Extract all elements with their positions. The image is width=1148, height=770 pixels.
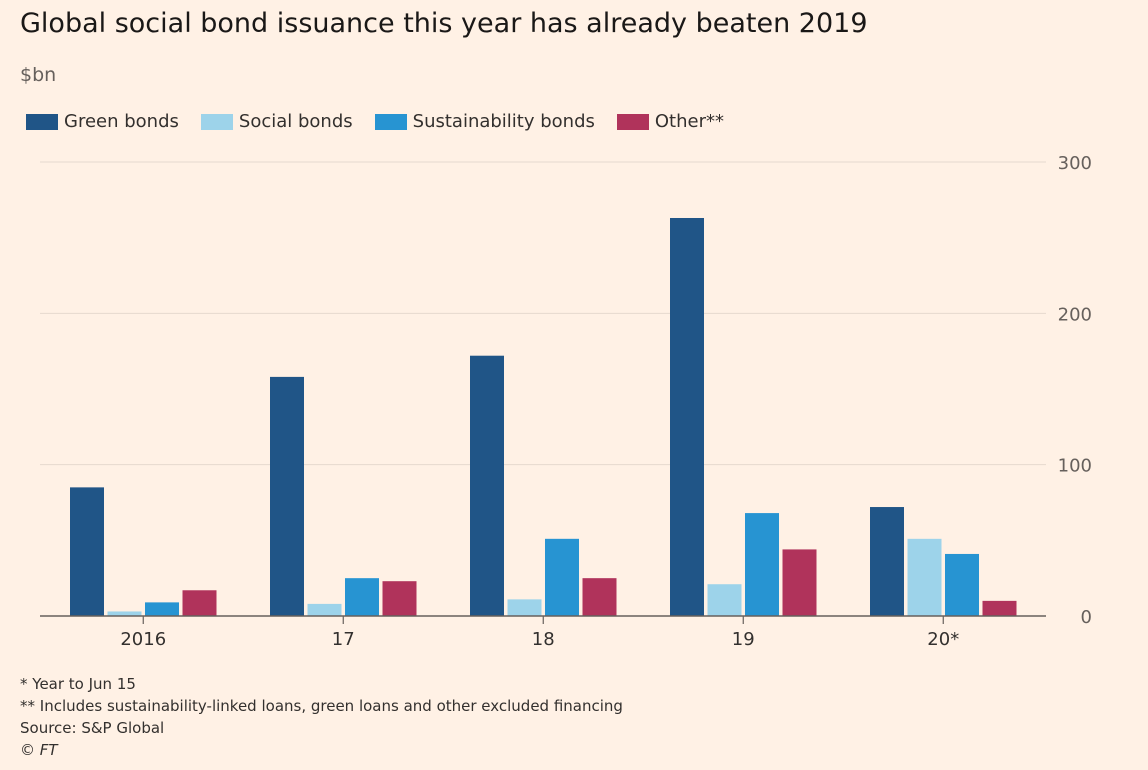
legend-swatch-sustainability-bonds bbox=[374, 113, 407, 130]
y-tick-label-0: 0 bbox=[1081, 607, 1092, 628]
bar-green-bonds-4 bbox=[870, 507, 904, 616]
bar-social-bonds-4 bbox=[907, 538, 942, 616]
legend-item-green-bonds: Green bonds bbox=[26, 111, 179, 132]
bar-sustainability-bonds-4 bbox=[945, 553, 979, 616]
bar-sustainability-bonds-0 bbox=[145, 602, 179, 616]
bar-other-2 bbox=[582, 578, 617, 616]
footnotes: * Year to Jun 15 ** Includes sustainabil… bbox=[20, 673, 623, 761]
legend-label-green-bonds: Green bonds bbox=[64, 111, 179, 132]
bar-social-bonds-1 bbox=[307, 603, 342, 616]
legend: Green bonds Social bonds Sustainability … bbox=[26, 111, 746, 132]
bar-sustainability-bonds-3 bbox=[745, 513, 779, 616]
source-note: Source: S&P Global bbox=[20, 719, 165, 737]
chart-title: Global social bond issuance this year ha… bbox=[20, 8, 868, 39]
x-tick-label-2: 18 bbox=[532, 629, 555, 650]
legend-swatch-green-bonds bbox=[26, 113, 58, 130]
unit-label: $bn bbox=[20, 64, 57, 86]
x-tick-label-1: 17 bbox=[332, 629, 355, 650]
bar-green-bonds-3 bbox=[670, 217, 704, 616]
bar-social-bonds-2 bbox=[507, 599, 542, 616]
legend-swatch-other bbox=[616, 113, 649, 130]
footnote-year-to-date: * Year to Jun 15 bbox=[20, 675, 136, 693]
legend-item-sustainability-bonds: Sustainability bonds bbox=[374, 111, 595, 132]
x-tick-label-4: 20* bbox=[927, 629, 959, 650]
bar-chart-svg: 0 100 200 300 2016 17 18 19 20* bbox=[40, 153, 1092, 650]
bar-other-0 bbox=[182, 590, 217, 616]
footnote-other-definition: ** Includes sustainability-linked loans,… bbox=[20, 697, 623, 715]
legend-label-other: Other** bbox=[654, 111, 724, 132]
bar-social-bonds-3 bbox=[707, 584, 742, 616]
bar-sustainability-bonds-1 bbox=[345, 578, 379, 616]
legend-label-sustainability-bonds: Sustainability bonds bbox=[412, 111, 595, 132]
legend-item-other: Other** bbox=[616, 111, 724, 132]
y-tick-label-300: 300 bbox=[1058, 153, 1092, 174]
x-tick-label-3: 19 bbox=[732, 629, 755, 650]
legend-swatch-social-bonds bbox=[200, 113, 233, 130]
bar-green-bonds-2 bbox=[470, 355, 504, 616]
y-tick-label-100: 100 bbox=[1058, 456, 1092, 477]
legend-item-social-bonds: Social bonds bbox=[200, 111, 353, 132]
bar-green-bonds-0 bbox=[70, 487, 104, 616]
bar-sustainability-bonds-2 bbox=[545, 538, 579, 616]
bar-other-4 bbox=[982, 600, 1017, 616]
bar-social-bonds-0 bbox=[107, 611, 142, 616]
ft-credit: © FT bbox=[20, 741, 58, 759]
legend-label-social-bonds: Social bonds bbox=[238, 111, 353, 132]
bar-other-1 bbox=[382, 581, 417, 616]
bar-other-3 bbox=[782, 549, 817, 616]
y-tick-label-200: 200 bbox=[1058, 304, 1092, 325]
x-tick-label-0: 2016 bbox=[120, 629, 166, 650]
bar-green-bonds-1 bbox=[270, 376, 304, 616]
